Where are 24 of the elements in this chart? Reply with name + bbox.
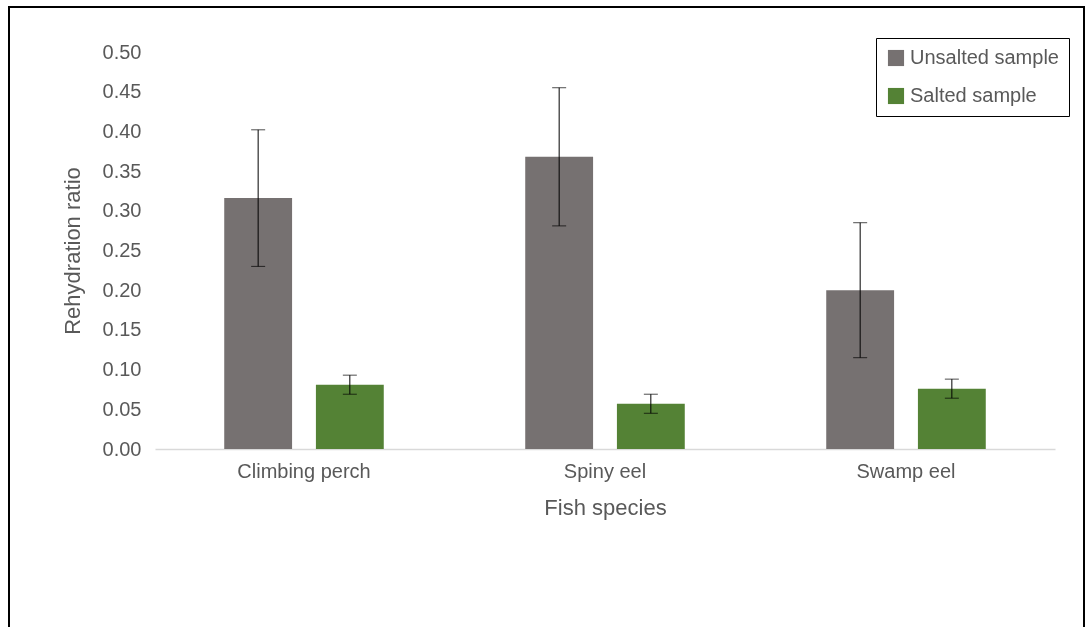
x-tick-label: Spiny eel — [563, 459, 647, 482]
y-tick-label: 0.00 — [102, 437, 142, 460]
y-tick-label: 0.40 — [102, 119, 142, 142]
x-tick-label: Climbing perch — [237, 459, 371, 482]
bar — [917, 388, 986, 449]
y-tick-label: 0.50 — [102, 40, 142, 63]
y-tick-label: 0.30 — [102, 199, 142, 222]
y-axis-title: Rehydration ratio — [59, 167, 85, 335]
y-tick-label: 0.10 — [102, 358, 142, 381]
legend-label: Unsalted sample — [910, 46, 1059, 68]
bar — [525, 156, 594, 449]
bar — [826, 290, 895, 449]
y-tick-label: 0.45 — [102, 80, 142, 103]
bar — [224, 198, 293, 449]
y-tick-label: 0.25 — [102, 239, 142, 261]
bar — [315, 384, 384, 449]
y-tick-label: 0.35 — [102, 159, 142, 182]
y-tick-label: 0.05 — [102, 397, 142, 420]
y-tick-label: 0.20 — [102, 278, 142, 301]
bar — [616, 403, 685, 449]
y-tick-label: 0.15 — [102, 318, 142, 341]
x-tick-label: Swamp eel — [856, 459, 956, 482]
legend-label: Salted sample — [910, 84, 1037, 106]
x-axis-title: Fish species — [544, 494, 667, 520]
